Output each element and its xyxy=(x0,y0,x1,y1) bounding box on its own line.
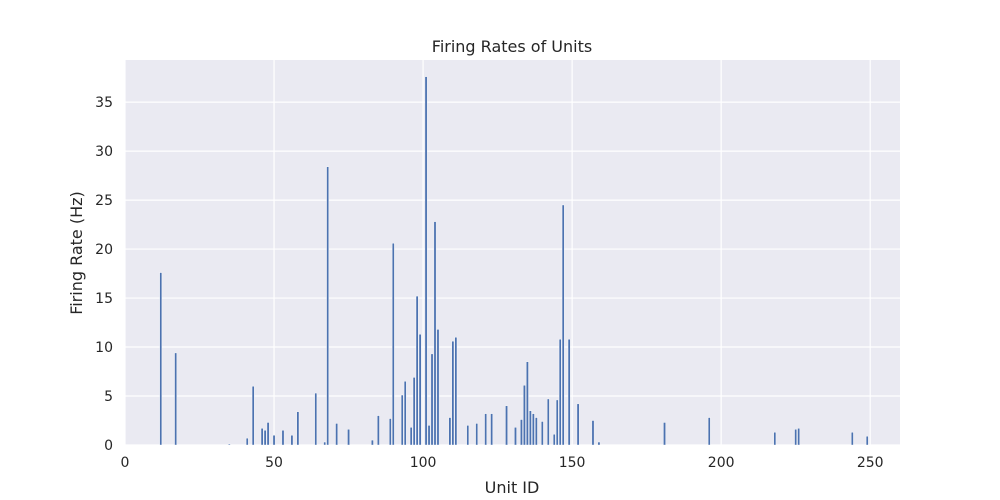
bar xyxy=(400,394,404,446)
y-tick-label: 35 xyxy=(95,95,113,111)
bar xyxy=(794,429,797,446)
bar xyxy=(490,413,493,446)
bar xyxy=(430,353,434,446)
bar xyxy=(174,352,177,446)
bar xyxy=(532,413,535,446)
bar xyxy=(347,429,350,446)
bar xyxy=(558,338,562,446)
bar xyxy=(454,337,458,446)
bar xyxy=(391,242,395,446)
bar xyxy=(523,385,526,446)
x-tick-label: 150 xyxy=(559,455,586,471)
bar xyxy=(484,413,487,446)
bar xyxy=(552,434,556,446)
bar xyxy=(541,421,544,446)
bars xyxy=(159,76,869,446)
bar xyxy=(567,338,571,446)
x-tick-label: 200 xyxy=(708,455,735,471)
bar xyxy=(514,427,517,446)
bar xyxy=(535,417,538,446)
bar xyxy=(597,441,601,446)
y-tick-label: 0 xyxy=(104,438,113,454)
bar xyxy=(412,377,416,446)
x-axis-label: Unit ID xyxy=(485,478,540,497)
bar xyxy=(281,430,285,446)
bar xyxy=(245,437,249,446)
y-tick-label: 20 xyxy=(95,242,113,258)
bar xyxy=(555,399,559,446)
y-tick-label: 5 xyxy=(104,389,113,405)
bar xyxy=(388,418,392,446)
bar xyxy=(475,423,479,446)
chart-title: Firing Rates of Units xyxy=(432,37,592,56)
bar xyxy=(707,417,711,446)
bar xyxy=(409,427,413,446)
bar xyxy=(663,422,666,446)
x-tick-label: 50 xyxy=(265,455,283,471)
bar xyxy=(228,443,231,446)
y-tick-label: 15 xyxy=(95,291,113,307)
bar xyxy=(290,435,294,446)
bar xyxy=(323,441,327,446)
bar xyxy=(260,428,264,446)
bar xyxy=(591,420,595,446)
bar xyxy=(266,422,270,446)
bar xyxy=(526,361,529,446)
bar xyxy=(448,417,452,446)
grid xyxy=(124,60,900,446)
bar xyxy=(424,76,428,446)
bar xyxy=(314,392,318,446)
bar xyxy=(377,415,380,446)
bar xyxy=(371,439,374,446)
x-tick-label: 100 xyxy=(410,455,437,471)
y-axis-label: Firing Rate (Hz) xyxy=(67,191,86,315)
y-tick-label: 30 xyxy=(95,144,113,160)
y-tick-label: 10 xyxy=(95,340,113,356)
bar xyxy=(403,381,407,446)
bar xyxy=(865,435,869,446)
bar xyxy=(427,425,431,446)
bar xyxy=(326,166,329,446)
bar xyxy=(451,340,455,446)
x-tick-labels: 0 50 100 150 200 250 xyxy=(121,455,884,471)
y-tick-label: 25 xyxy=(95,193,113,209)
x-tick-label: 0 xyxy=(121,455,130,471)
bar xyxy=(418,334,422,446)
bar xyxy=(436,329,440,446)
bar xyxy=(576,403,580,446)
bar xyxy=(561,204,565,446)
bar xyxy=(415,295,419,446)
bar xyxy=(466,425,470,446)
x-tick-label: 250 xyxy=(857,455,884,471)
bar xyxy=(797,428,800,446)
bar xyxy=(433,221,437,446)
y-tick-labels: 0 5 10 15 20 25 30 35 xyxy=(95,95,113,454)
bar xyxy=(851,432,854,446)
bar xyxy=(263,430,267,446)
bar xyxy=(505,405,508,446)
bar xyxy=(296,411,300,446)
bar xyxy=(546,398,550,446)
bar xyxy=(251,386,255,446)
bar xyxy=(529,410,532,446)
bar xyxy=(773,432,777,446)
plot-area xyxy=(125,60,900,445)
bar xyxy=(159,272,163,446)
bar xyxy=(272,435,276,446)
bar xyxy=(520,419,523,446)
bar xyxy=(335,423,338,446)
